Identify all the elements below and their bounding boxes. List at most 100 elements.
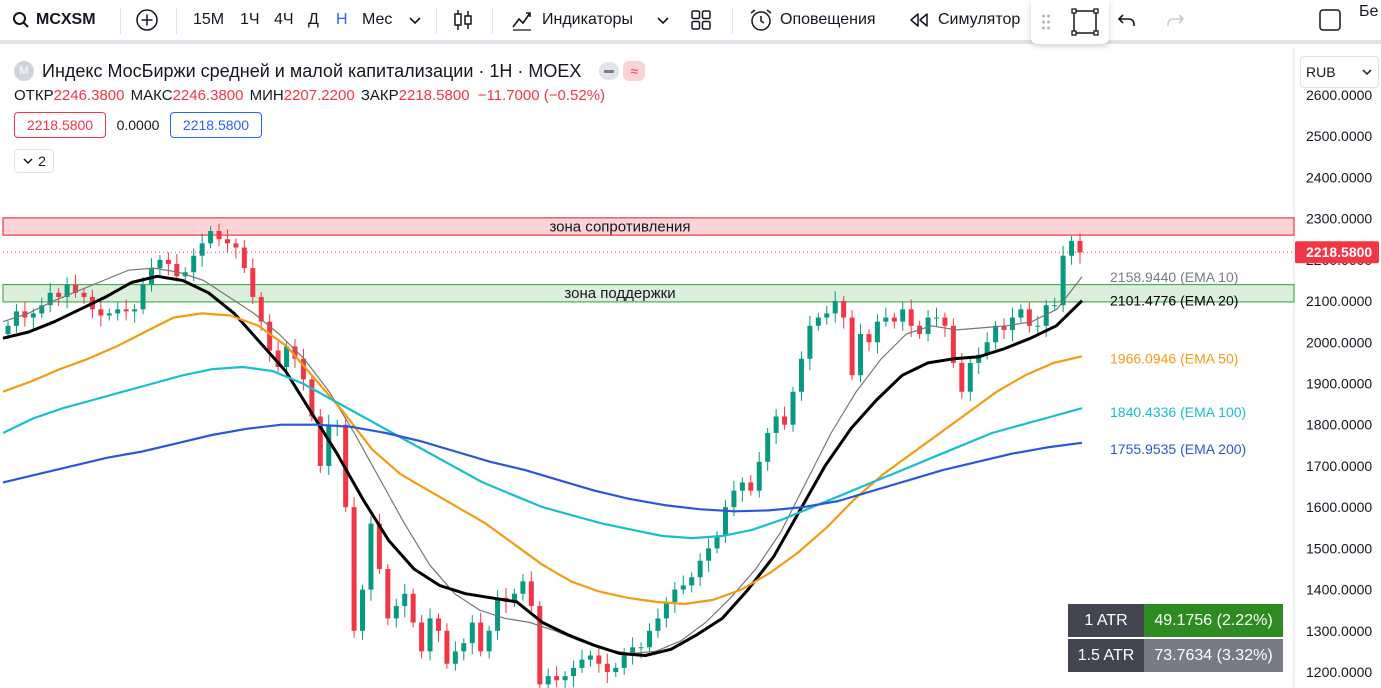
candle-body[interactable]	[697, 560, 703, 578]
candle-body[interactable]	[1001, 325, 1007, 330]
candle-body[interactable]	[773, 416, 779, 433]
candle-body[interactable]	[638, 647, 644, 649]
candle-body[interactable]	[841, 301, 847, 318]
candle-body[interactable]	[1035, 325, 1041, 327]
candle-body[interactable]	[706, 548, 712, 561]
candle-body[interactable]	[511, 593, 517, 602]
candle-body[interactable]	[680, 585, 686, 590]
candle-body[interactable]	[427, 618, 433, 652]
candle-body[interactable]	[174, 263, 180, 277]
candle-body[interactable]	[419, 622, 425, 652]
candle-body[interactable]	[621, 655, 627, 668]
candle-body[interactable]	[360, 589, 366, 631]
candle-body[interactable]	[469, 622, 475, 644]
candle-body[interactable]	[376, 523, 382, 569]
candle-body[interactable]	[849, 317, 855, 376]
candle-body[interactable]	[613, 667, 619, 672]
candle-body[interactable]	[140, 284, 146, 310]
candle-body[interactable]	[30, 313, 36, 318]
candle-body[interactable]	[98, 309, 104, 316]
candle-body[interactable]	[807, 325, 813, 359]
candle-body[interactable]	[722, 507, 728, 536]
candle-body[interactable]	[115, 309, 121, 314]
chart-type-button[interactable]	[452, 0, 474, 40]
ema-line-ema200[interactable]	[2, 423, 1083, 513]
candle-body[interactable]	[520, 581, 526, 594]
candle-body[interactable]	[798, 358, 804, 392]
candle-body[interactable]	[689, 577, 695, 586]
timeframe-15m[interactable]: 15М	[193, 0, 224, 40]
candle-body[interactable]	[672, 589, 678, 602]
candle-body[interactable]	[410, 593, 416, 623]
candle-body[interactable]	[554, 676, 560, 681]
candle-body[interactable]	[495, 597, 501, 631]
compare-button[interactable]	[135, 0, 159, 40]
timeframe-month[interactable]: Мес	[362, 0, 392, 40]
candle-body[interactable]	[655, 618, 661, 631]
candle-body[interactable]	[275, 350, 281, 368]
candle-body[interactable]	[942, 317, 948, 326]
price-axis[interactable]	[1294, 48, 1381, 688]
candle-body[interactable]	[587, 655, 593, 660]
redo-button[interactable]	[1164, 0, 1186, 40]
alerts-button[interactable]: Оповещения	[748, 0, 876, 40]
candle-body[interactable]	[317, 416, 323, 466]
candle-body[interactable]	[1052, 305, 1058, 307]
layout-checkbox[interactable]	[1318, 0, 1342, 40]
candle-body[interactable]	[908, 309, 914, 326]
candle-body[interactable]	[123, 309, 129, 312]
candle-body[interactable]	[891, 317, 897, 322]
candle-body[interactable]	[267, 321, 273, 351]
candle-body[interactable]	[663, 601, 669, 619]
templates-button[interactable]	[690, 0, 712, 40]
undo-button[interactable]	[1116, 0, 1138, 40]
candle-body[interactable]	[39, 305, 45, 314]
timeframe-4h[interactable]: 4Ч	[274, 0, 294, 40]
candle-body[interactable]	[562, 676, 568, 681]
candle-body[interactable]	[224, 239, 230, 244]
candle-body[interactable]	[874, 321, 880, 343]
candle-body[interactable]	[351, 507, 357, 631]
candle-body[interactable]	[56, 292, 62, 297]
candle-body[interactable]	[250, 268, 256, 297]
candle-body[interactable]	[630, 647, 636, 656]
candle-body[interactable]	[545, 676, 551, 685]
candle-body[interactable]	[858, 334, 864, 376]
candle-body[interactable]	[967, 362, 973, 392]
rectangle-icon[interactable]	[1069, 6, 1101, 38]
candle-body[interactable]	[537, 606, 543, 685]
indicators-button[interactable]: Индикаторы	[510, 0, 633, 40]
candle-body[interactable]	[528, 581, 534, 607]
compare-indicator-button[interactable]: ≈	[623, 61, 646, 81]
candle-body[interactable]	[925, 317, 931, 335]
candle-body[interactable]	[604, 663, 610, 672]
candle-body[interactable]	[284, 346, 290, 368]
symbol-search[interactable]: MCXSM	[12, 0, 96, 40]
ema-line-ema50[interactable]	[2, 312, 1083, 606]
candle-body[interactable]	[326, 424, 332, 466]
candle-body[interactable]	[452, 651, 458, 664]
candle-body[interactable]	[64, 284, 70, 297]
candle-body[interactable]	[106, 313, 112, 316]
candle-body[interactable]	[790, 391, 796, 425]
candle-body[interactable]	[765, 432, 771, 462]
candle-body[interactable]	[435, 618, 441, 631]
candle-body[interactable]	[233, 243, 239, 248]
timeframe-dropdown[interactable]	[408, 0, 422, 40]
candle-body[interactable]	[832, 301, 838, 314]
candle-body[interactable]	[165, 259, 171, 264]
candle-body[interactable]	[596, 655, 602, 664]
candle-body[interactable]	[199, 243, 205, 256]
candle-body[interactable]	[571, 667, 577, 677]
candle-body[interactable]	[748, 482, 754, 491]
candle-body[interactable]	[5, 325, 11, 335]
candle-body[interactable]	[157, 259, 163, 269]
candle-body[interactable]	[208, 231, 214, 244]
candle-body[interactable]	[1060, 255, 1066, 306]
indicators-dropdown[interactable]	[656, 0, 670, 40]
chart-title[interactable]: Индекс МосБиржи средней и малой капитали…	[42, 60, 582, 81]
candle-body[interactable]	[309, 379, 315, 417]
candle-body[interactable]	[984, 342, 990, 355]
candle-body[interactable]	[1026, 309, 1032, 326]
timeframe-1h[interactable]: 1Ч	[240, 0, 260, 40]
